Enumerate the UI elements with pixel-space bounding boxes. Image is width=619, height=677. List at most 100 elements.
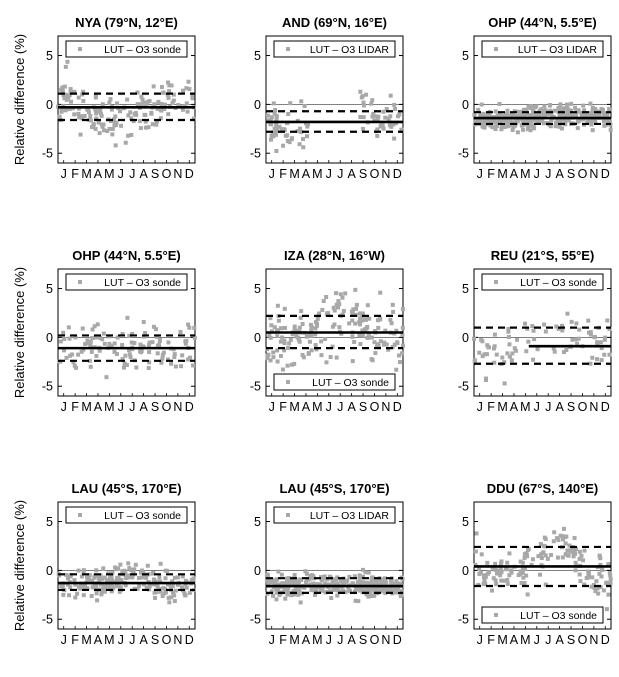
data-point: [577, 572, 582, 577]
data-point: [574, 109, 579, 114]
data-point: [491, 576, 496, 581]
data-point: [292, 573, 297, 578]
month-label: A: [555, 167, 564, 181]
panel-title: REU (21°S, 55°E): [491, 248, 595, 263]
data-point: [372, 589, 377, 594]
data-point: [72, 112, 77, 117]
data-point: [100, 124, 105, 129]
data-point: [568, 108, 573, 113]
month-label: M: [104, 400, 114, 414]
data-point: [117, 589, 122, 594]
data-point: [102, 589, 107, 594]
month-label: D: [601, 400, 610, 414]
data-point: [59, 106, 64, 111]
data-point: [158, 589, 163, 594]
data-point: [530, 557, 535, 562]
month-label: J: [337, 633, 343, 647]
data-point: [128, 355, 133, 360]
data-point: [506, 124, 511, 129]
month-label: N: [173, 167, 182, 181]
data-point: [321, 299, 326, 304]
data-point: [81, 569, 86, 574]
data-point: [595, 112, 600, 117]
data-point: [282, 587, 287, 592]
data-point: [505, 351, 510, 356]
data-point: [581, 103, 586, 108]
data-point: [499, 127, 504, 132]
month-label: D: [185, 400, 194, 414]
data-point: [170, 100, 175, 105]
legend-marker: [494, 280, 498, 284]
data-point: [357, 579, 362, 584]
data-point: [151, 324, 156, 329]
data-point: [169, 595, 174, 600]
data-point: [577, 118, 582, 123]
data-point: [112, 341, 117, 346]
data-point: [521, 127, 526, 132]
data-point: [493, 125, 498, 130]
data-point: [398, 581, 403, 586]
data-point: [274, 115, 279, 120]
data-point: [375, 588, 380, 593]
data-point: [151, 582, 156, 587]
data-point: [593, 589, 598, 594]
data-point: [563, 118, 568, 123]
data-point: [98, 573, 103, 578]
data-point: [524, 573, 529, 578]
data-point: [273, 132, 278, 137]
legend: LUT – O3 LIDAR: [273, 506, 396, 524]
data-point: [299, 130, 304, 135]
data-point: [538, 541, 543, 546]
month-label: F: [71, 633, 79, 647]
data-point: [120, 332, 125, 337]
data-point: [99, 122, 104, 127]
data-point: [65, 93, 70, 98]
data-point: [332, 308, 337, 313]
data-point: [563, 122, 568, 127]
data-point: [62, 84, 67, 89]
data-point: [380, 581, 385, 586]
data-point: [173, 588, 178, 593]
data-point: [533, 113, 538, 118]
data-point: [593, 107, 598, 112]
data-point: [144, 575, 149, 580]
data-point: [158, 579, 163, 584]
y-tick-label: 0: [254, 98, 261, 112]
data-point: [309, 573, 314, 578]
legend-marker: [286, 47, 290, 51]
data-point: [400, 343, 405, 348]
data-point: [369, 335, 374, 340]
data-point: [319, 339, 324, 344]
data-point: [67, 593, 72, 598]
data-point: [124, 575, 129, 580]
data-point: [138, 126, 143, 131]
data-point: [172, 575, 177, 580]
data-point: [172, 599, 177, 604]
month-label: F: [71, 167, 79, 181]
data-point: [337, 325, 342, 330]
month-label: J: [326, 400, 332, 414]
data-point: [284, 590, 289, 595]
data-point: [138, 342, 143, 347]
y-tick-label: 5: [254, 282, 261, 296]
data-point: [85, 579, 90, 584]
legend-box: [481, 40, 604, 58]
month-label: A: [347, 167, 356, 181]
data-point: [86, 575, 91, 580]
data-point: [335, 575, 340, 580]
data-point: [601, 119, 606, 124]
data-point: [139, 570, 144, 575]
data-point: [120, 343, 125, 348]
panel-title: LAU (45°S, 170°E): [279, 481, 389, 496]
data-point: [319, 353, 324, 358]
data-point: [570, 337, 575, 342]
month-label: A: [510, 167, 519, 181]
data-point: [603, 335, 608, 340]
data-point: [369, 594, 374, 599]
axes-frame: [265, 35, 404, 164]
month-label: A: [139, 400, 148, 414]
data-point: [93, 107, 98, 112]
legend-box: [273, 40, 396, 58]
panel-title: AND (69°N, 16°E): [282, 15, 387, 30]
data-point: [80, 114, 85, 119]
